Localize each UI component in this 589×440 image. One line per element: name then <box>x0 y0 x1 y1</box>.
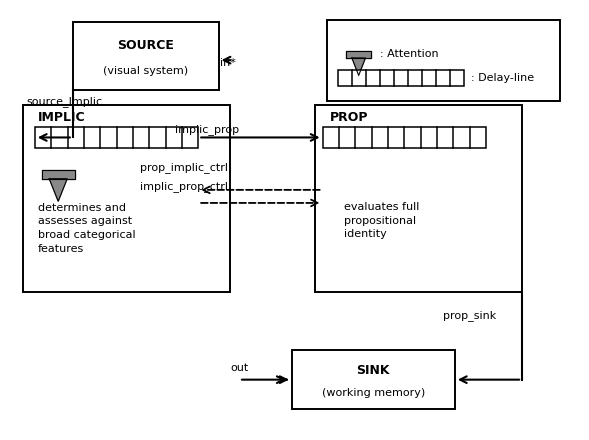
Text: : Delay-line: : Delay-line <box>471 73 534 83</box>
Text: out: out <box>230 363 248 373</box>
Bar <box>315 105 522 292</box>
Text: (working memory): (working memory) <box>322 388 425 398</box>
Text: source_Implic: source_Implic <box>26 96 102 107</box>
Text: prop_implic_ctrl: prop_implic_ctrl <box>140 162 228 173</box>
Text: in*: in* <box>220 58 236 68</box>
Text: SINK: SINK <box>356 364 390 378</box>
Text: prop_sink: prop_sink <box>444 310 497 321</box>
Polygon shape <box>352 58 365 76</box>
Text: implic_prop_ctrl: implic_prop_ctrl <box>140 181 228 192</box>
Bar <box>35 127 198 148</box>
Bar <box>73 22 219 90</box>
Bar <box>326 20 560 100</box>
Text: SOURCE: SOURCE <box>117 40 174 52</box>
Text: PROP: PROP <box>329 110 368 124</box>
Text: implic_prop: implic_prop <box>175 125 239 135</box>
Text: determines and
assesses against
broad categorical
features: determines and assesses against broad ca… <box>38 203 135 253</box>
Text: (visual system): (visual system) <box>103 66 188 76</box>
Text: : Attention: : Attention <box>380 49 439 59</box>
Text: IMPLIC: IMPLIC <box>38 110 85 124</box>
Polygon shape <box>49 179 67 201</box>
Polygon shape <box>346 51 371 58</box>
Bar <box>323 127 486 148</box>
Bar <box>23 105 230 292</box>
Polygon shape <box>42 170 75 179</box>
Text: evaluates full
propositional
identity: evaluates full propositional identity <box>344 202 419 239</box>
Bar <box>292 350 455 409</box>
Bar <box>338 70 464 86</box>
